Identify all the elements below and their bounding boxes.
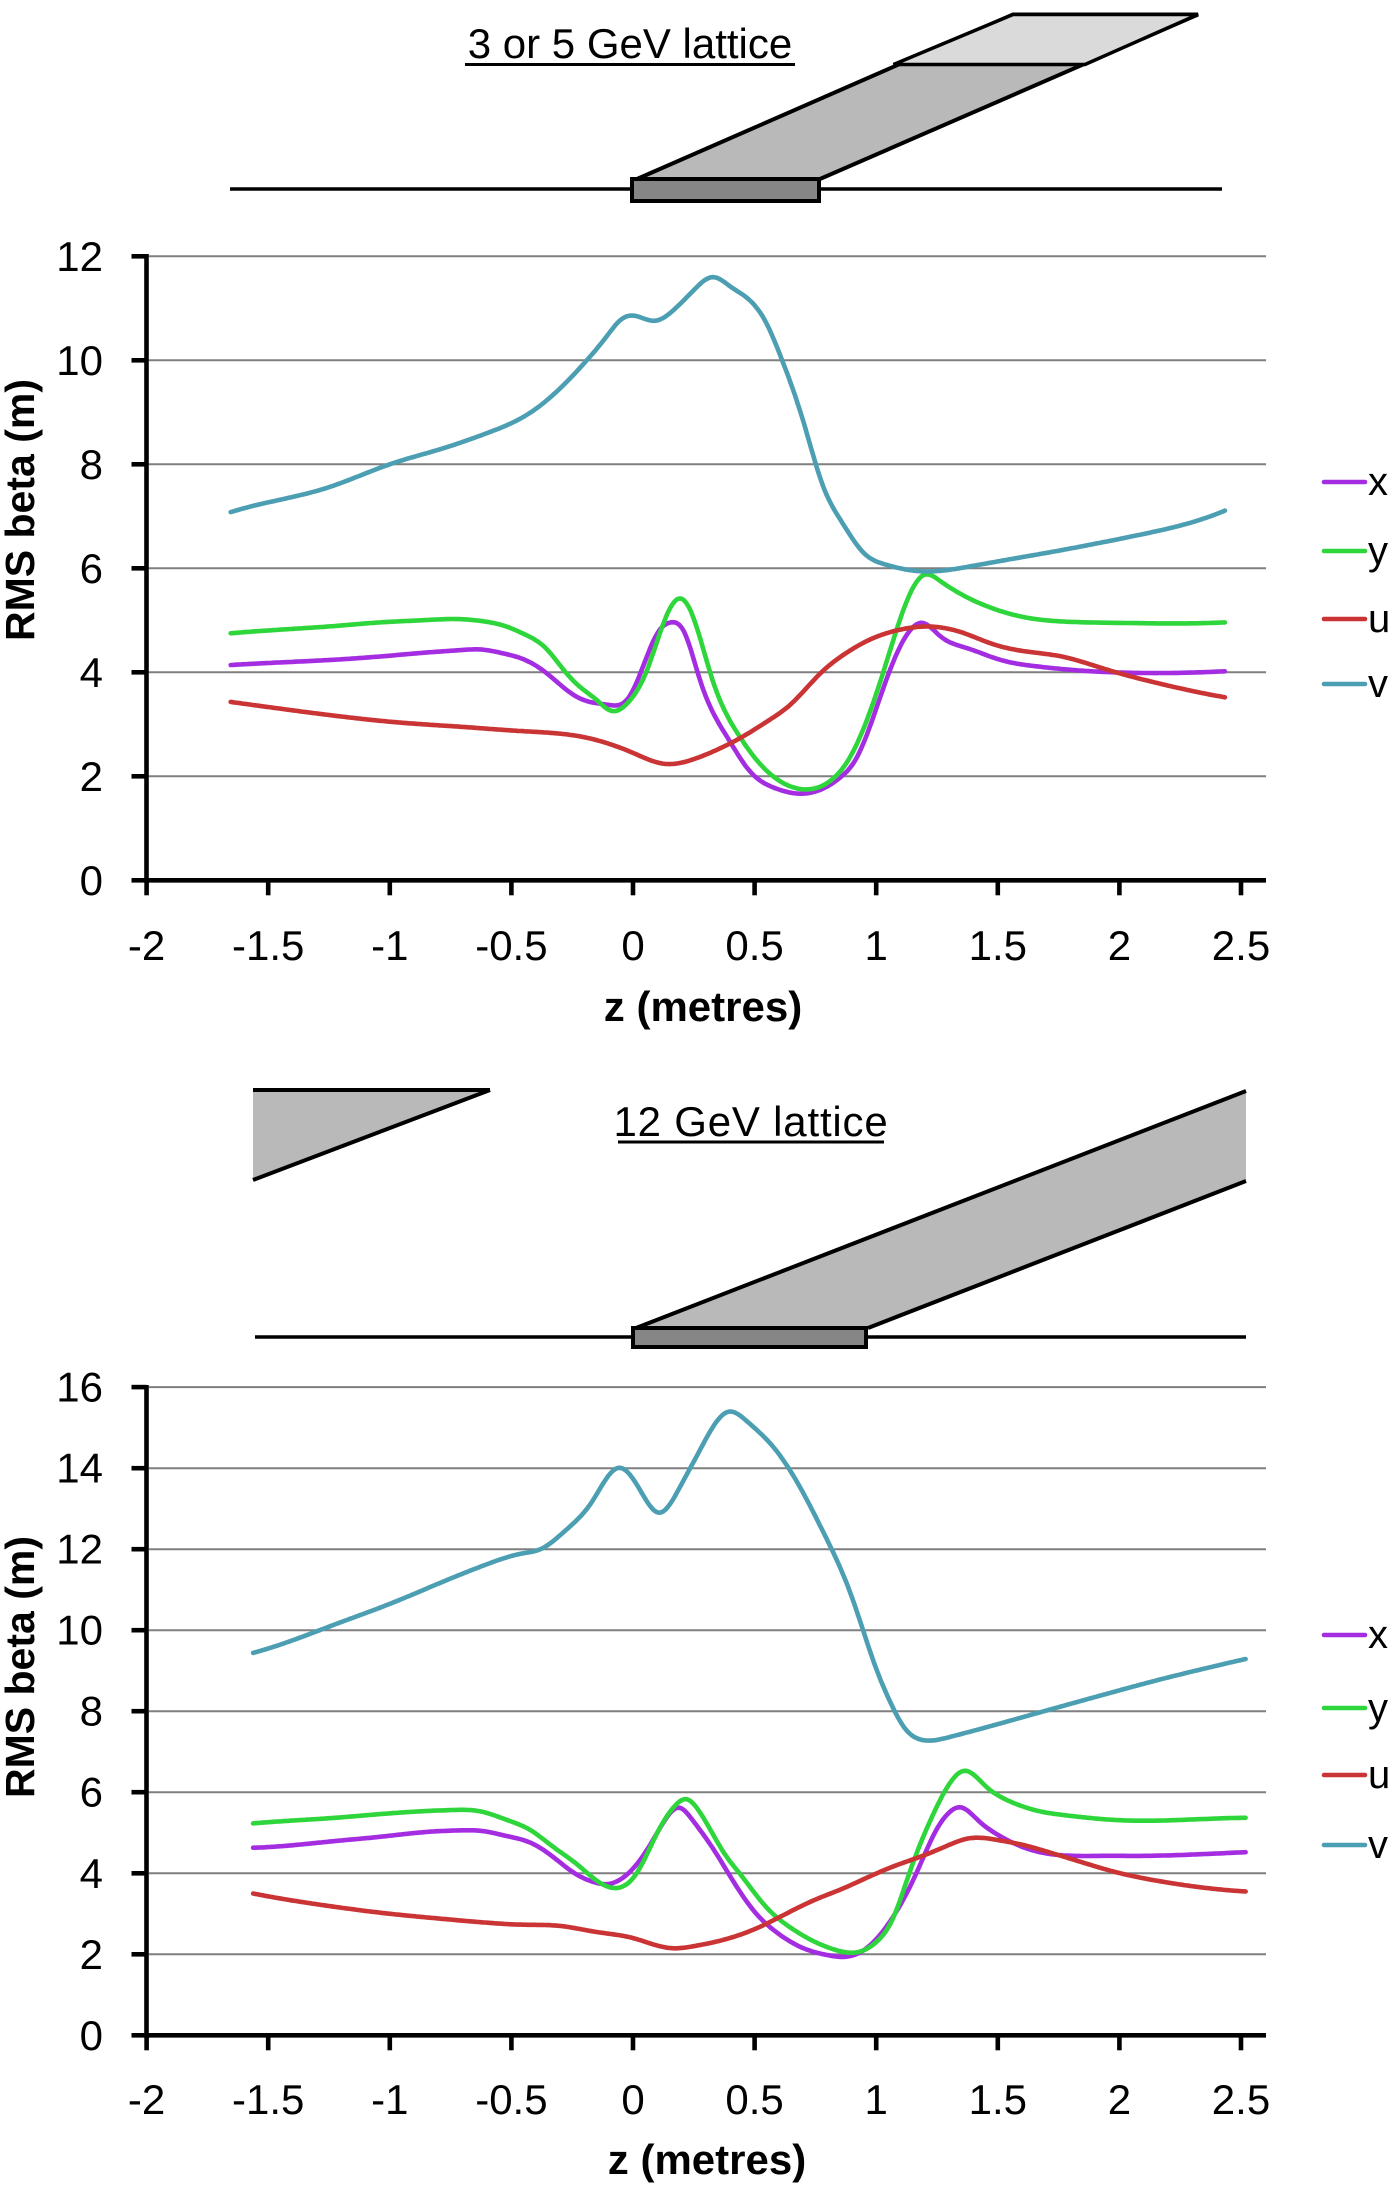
svg-text:16: 16 xyxy=(56,1364,103,1411)
svg-text:0.5: 0.5 xyxy=(725,922,783,969)
svg-text:0: 0 xyxy=(621,922,644,969)
svg-text:10: 10 xyxy=(56,337,103,384)
svg-text:-0.5: -0.5 xyxy=(475,2076,547,2123)
svg-text:y: y xyxy=(1368,529,1388,573)
svg-text:1.5: 1.5 xyxy=(969,922,1027,969)
svg-text:1.5: 1.5 xyxy=(969,2076,1027,2123)
svg-text:0: 0 xyxy=(80,2012,103,2059)
svg-text:6: 6 xyxy=(80,545,103,592)
svg-text:-1: -1 xyxy=(371,922,408,969)
svg-text:-2: -2 xyxy=(128,922,165,969)
svg-text:RMS beta (m): RMS beta (m) xyxy=(0,379,43,641)
svg-text:12 GeV lattice: 12 GeV lattice xyxy=(613,1098,888,1145)
svg-text:2: 2 xyxy=(80,1931,103,1978)
svg-text:-1.5: -1.5 xyxy=(232,2076,304,2123)
svg-text:x: x xyxy=(1368,1613,1388,1657)
svg-text:8: 8 xyxy=(80,1688,103,1735)
svg-text:v: v xyxy=(1368,1823,1388,1867)
svg-text:2.5: 2.5 xyxy=(1212,922,1270,969)
svg-text:1: 1 xyxy=(865,922,888,969)
svg-text:u: u xyxy=(1368,597,1390,641)
svg-text:0: 0 xyxy=(621,2076,644,2123)
svg-text:12: 12 xyxy=(56,233,103,280)
svg-text:y: y xyxy=(1368,1686,1388,1730)
svg-text:2: 2 xyxy=(1108,922,1131,969)
svg-text:RMS beta (m): RMS beta (m) xyxy=(0,1536,43,1798)
svg-text:4: 4 xyxy=(80,649,103,696)
svg-text:z (metres): z (metres) xyxy=(604,983,802,1030)
svg-text:z (metres): z (metres) xyxy=(608,2136,806,2183)
svg-text:-0.5: -0.5 xyxy=(475,922,547,969)
svg-text:-1.5: -1.5 xyxy=(232,922,304,969)
svg-text:4: 4 xyxy=(80,1850,103,1897)
svg-text:6: 6 xyxy=(80,1769,103,1816)
svg-text:0.5: 0.5 xyxy=(725,2076,783,2123)
svg-text:0: 0 xyxy=(80,857,103,904)
svg-text:1: 1 xyxy=(865,2076,888,2123)
svg-text:3 or 5 GeV lattice: 3 or 5 GeV lattice xyxy=(468,20,793,67)
svg-text:x: x xyxy=(1368,460,1388,504)
svg-text:v: v xyxy=(1368,662,1388,706)
svg-text:2: 2 xyxy=(80,753,103,800)
svg-text:10: 10 xyxy=(56,1607,103,1654)
svg-text:2.5: 2.5 xyxy=(1212,2076,1270,2123)
svg-text:14: 14 xyxy=(56,1445,103,1492)
svg-text:12: 12 xyxy=(56,1526,103,1573)
svg-text:-1: -1 xyxy=(371,2076,408,2123)
svg-text:2: 2 xyxy=(1108,2076,1131,2123)
svg-text:8: 8 xyxy=(80,441,103,488)
svg-text:u: u xyxy=(1368,1753,1390,1797)
svg-text:-2: -2 xyxy=(128,2076,165,2123)
